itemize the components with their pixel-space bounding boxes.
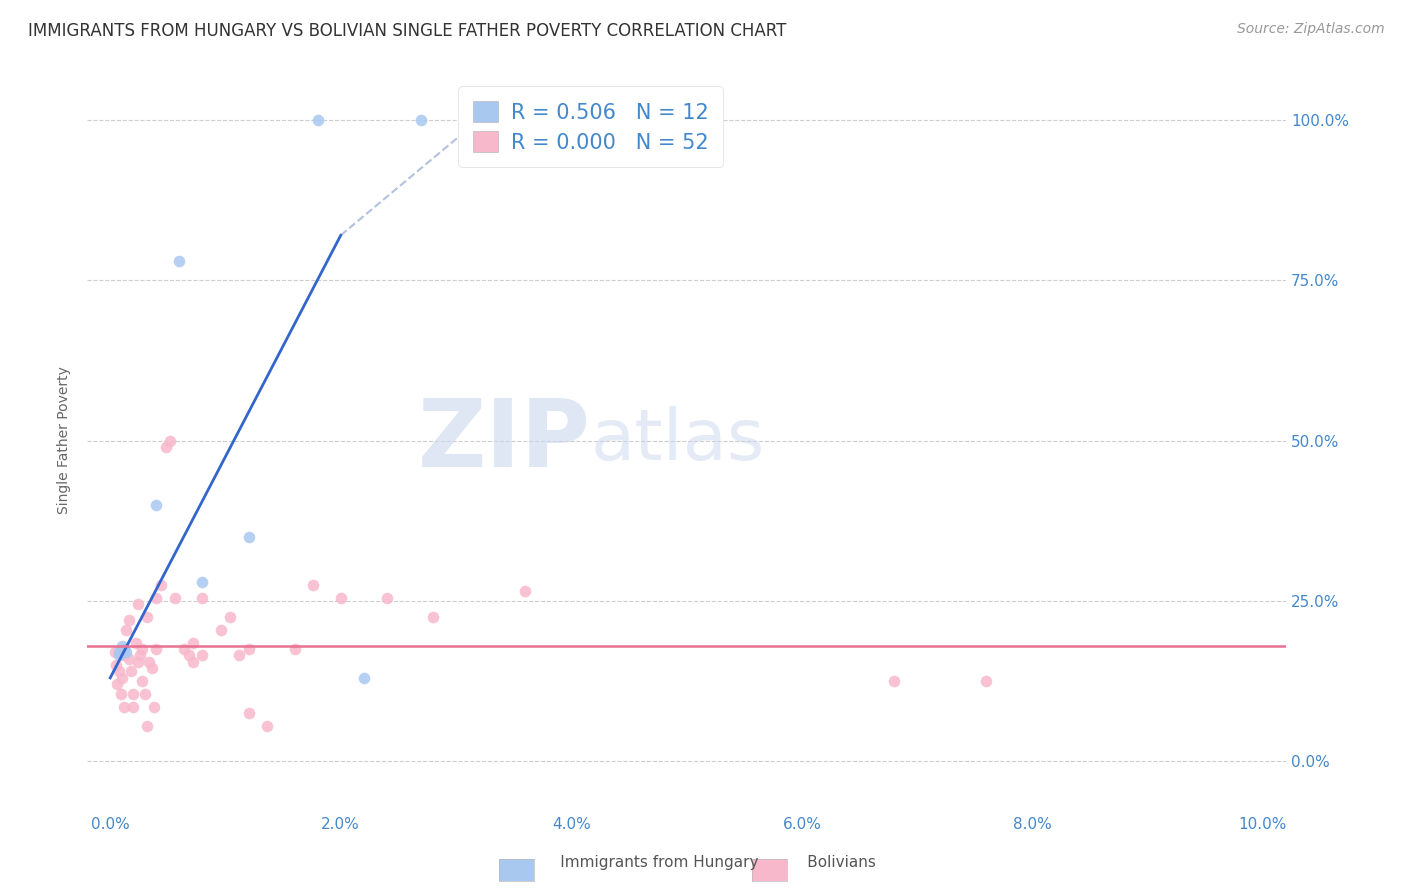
Point xyxy=(105,677,128,691)
Point xyxy=(238,706,260,720)
Point xyxy=(127,655,149,669)
Text: Immigrants from Hungary          Bolivians: Immigrants from Hungary Bolivians xyxy=(530,855,876,870)
Point xyxy=(108,665,131,679)
Point xyxy=(112,648,135,663)
Point xyxy=(177,648,200,663)
Point xyxy=(145,642,167,657)
Point xyxy=(169,254,191,268)
Point xyxy=(104,658,127,673)
Point xyxy=(108,645,131,659)
Point xyxy=(138,655,160,669)
Point xyxy=(302,578,325,592)
Point xyxy=(163,591,186,605)
Point xyxy=(115,645,138,659)
Legend: R = 0.506   N = 12, R = 0.000   N = 52: R = 0.506 N = 12, R = 0.000 N = 52 xyxy=(458,87,723,168)
Point xyxy=(353,671,375,685)
Point xyxy=(974,674,997,689)
Point xyxy=(120,665,142,679)
Point xyxy=(329,591,352,605)
Point xyxy=(149,578,172,592)
Point xyxy=(145,591,167,605)
Point xyxy=(141,661,163,675)
Text: IMMIGRANTS FROM HUNGARY VS BOLIVIAN SINGLE FATHER POVERTY CORRELATION CHART: IMMIGRANTS FROM HUNGARY VS BOLIVIAN SING… xyxy=(28,22,786,40)
Point xyxy=(110,687,132,701)
Text: ZIP: ZIP xyxy=(418,394,591,486)
Point xyxy=(209,623,232,637)
Point xyxy=(129,648,152,663)
Point xyxy=(422,610,444,624)
Point xyxy=(411,112,433,127)
Text: Source: ZipAtlas.com: Source: ZipAtlas.com xyxy=(1237,22,1385,37)
Point xyxy=(115,623,138,637)
Point xyxy=(181,655,204,669)
Point xyxy=(173,642,195,657)
Point xyxy=(118,651,141,665)
Point xyxy=(112,699,135,714)
Point xyxy=(122,699,145,714)
Point xyxy=(131,642,153,657)
Point xyxy=(159,434,181,448)
Point xyxy=(238,530,260,544)
Point xyxy=(134,687,156,701)
Point xyxy=(108,648,131,663)
Y-axis label: Single Father Poverty: Single Father Poverty xyxy=(58,367,72,515)
Point xyxy=(111,671,134,685)
Point xyxy=(111,639,134,653)
Point xyxy=(307,112,329,127)
Point xyxy=(112,642,135,657)
Text: atlas: atlas xyxy=(591,406,765,475)
Point xyxy=(228,648,250,663)
Point xyxy=(118,613,141,627)
Point xyxy=(191,574,214,589)
Point xyxy=(143,699,166,714)
Point xyxy=(181,635,204,649)
Point xyxy=(191,648,214,663)
Point xyxy=(883,674,905,689)
Point xyxy=(515,584,537,599)
Point xyxy=(219,610,242,624)
Point xyxy=(191,591,214,605)
Point xyxy=(136,610,159,624)
Point xyxy=(136,719,159,733)
Point xyxy=(124,635,146,649)
Point xyxy=(145,498,167,512)
Point xyxy=(155,440,177,454)
Point xyxy=(238,642,260,657)
Point xyxy=(256,719,278,733)
Point xyxy=(284,642,307,657)
Point xyxy=(375,591,398,605)
Point xyxy=(122,687,145,701)
Point xyxy=(131,674,153,689)
Point xyxy=(104,645,127,659)
Point xyxy=(127,597,149,611)
